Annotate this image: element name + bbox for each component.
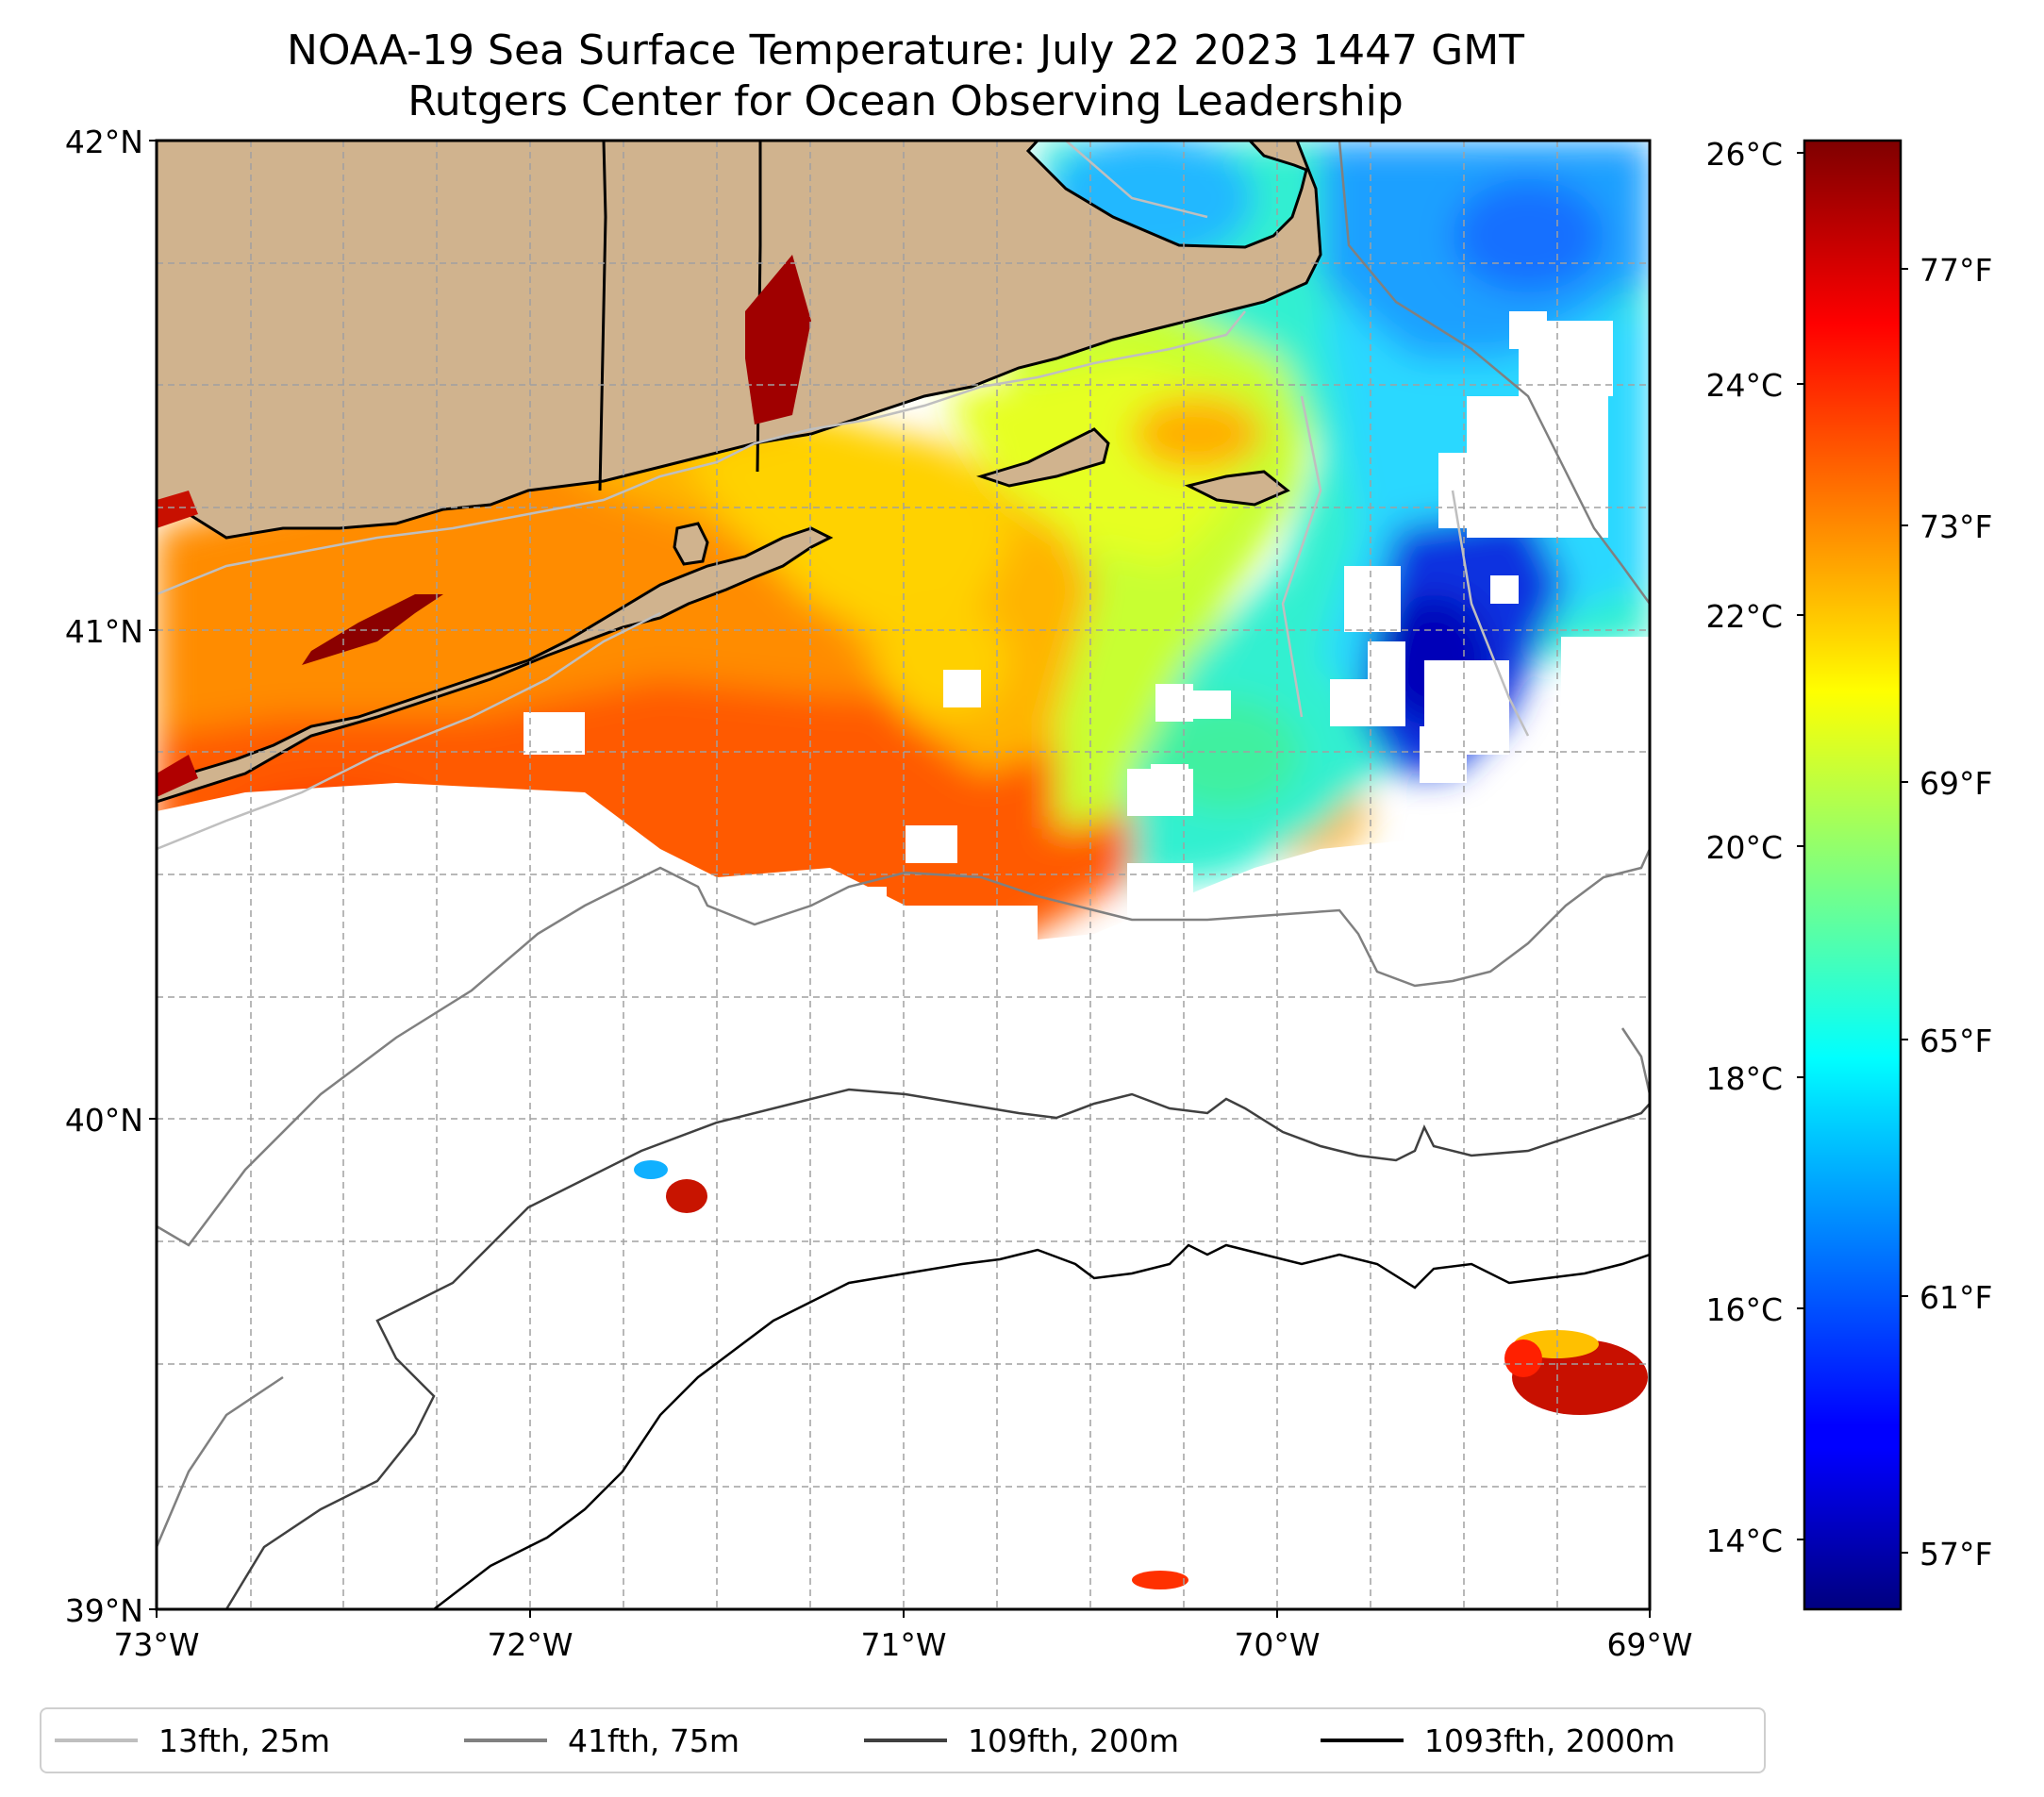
cbar-f-69: 69°F	[1919, 765, 1992, 802]
legend-swatch-2000m	[1321, 1739, 1404, 1742]
cbar-f-57: 57°F	[1919, 1536, 1992, 1572]
cbar-c-24: 24°C	[1705, 367, 1783, 404]
map-title: NOAA-19 Sea Surface Temperature: July 22…	[286, 26, 1525, 75]
lon-tick-71w: 71°W	[860, 1626, 946, 1663]
colorbar	[1803, 139, 1903, 1611]
map-panel	[157, 141, 1650, 1609]
cbar-c-18: 18°C	[1705, 1060, 1783, 1097]
lon-tick-70w: 70°W	[1234, 1626, 1320, 1663]
isobath-2000m	[433, 1243, 1650, 1609]
legend-swatch-200m	[864, 1739, 947, 1742]
legend-item-75m: 41fth, 75m	[464, 1709, 739, 1772]
cbar-c-26: 26°C	[1705, 136, 1783, 173]
cbar-f-73: 73°F	[1919, 508, 1992, 545]
cbar-c-16: 16°C	[1705, 1291, 1783, 1328]
lon-tick-73w: 73°W	[113, 1626, 199, 1663]
legend-item-2000m: 1093fth, 2000m	[1321, 1709, 1675, 1772]
isobath-200m	[224, 1088, 1650, 1609]
lat-tick-40: 40°N	[65, 1102, 143, 1139]
legend-label-2000m: 1093fth, 2000m	[1424, 1722, 1675, 1759]
lat-tick-39: 39°N	[65, 1592, 143, 1629]
cbar-f-77: 77°F	[1919, 252, 1992, 289]
cbar-c-22: 22°C	[1705, 598, 1783, 635]
lon-tick-69w: 69°W	[1606, 1626, 1692, 1663]
legend-label-200m: 109fth, 200m	[968, 1722, 1179, 1759]
lon-tick-72w: 72°W	[487, 1626, 573, 1663]
lat-tick-41: 41°N	[65, 613, 143, 650]
warm-eddy-specks	[634, 1160, 1648, 1589]
isobath-25m	[157, 141, 1530, 851]
axis-ticks	[149, 140, 1651, 1618]
colorbar-ticks	[1797, 152, 1908, 1554]
lat-tick-42: 42°N	[65, 124, 143, 160]
legend-swatch-75m	[464, 1739, 547, 1742]
isobath-legend: 13fth, 25m 41fth, 75m 109fth, 200m 1093f…	[40, 1707, 1766, 1773]
gridlines	[157, 141, 1650, 1609]
land	[157, 141, 1322, 804]
cbar-c-20: 20°C	[1705, 829, 1783, 866]
legend-label-25m: 13fth, 25m	[158, 1722, 330, 1759]
cbar-f-61: 61°F	[1919, 1279, 1992, 1316]
map-subtitle: Rutgers Center for Ocean Observing Leade…	[407, 77, 1404, 125]
legend-item-25m: 13fth, 25m	[55, 1709, 330, 1772]
legend-swatch-25m	[55, 1739, 138, 1742]
legend-label-75m: 41fth, 75m	[568, 1722, 739, 1759]
isobath-75m	[157, 141, 1650, 1548]
cbar-f-65: 65°F	[1919, 1023, 1992, 1059]
legend-item-200m: 109fth, 200m	[864, 1709, 1179, 1772]
cbar-c-14: 14°C	[1705, 1522, 1783, 1559]
